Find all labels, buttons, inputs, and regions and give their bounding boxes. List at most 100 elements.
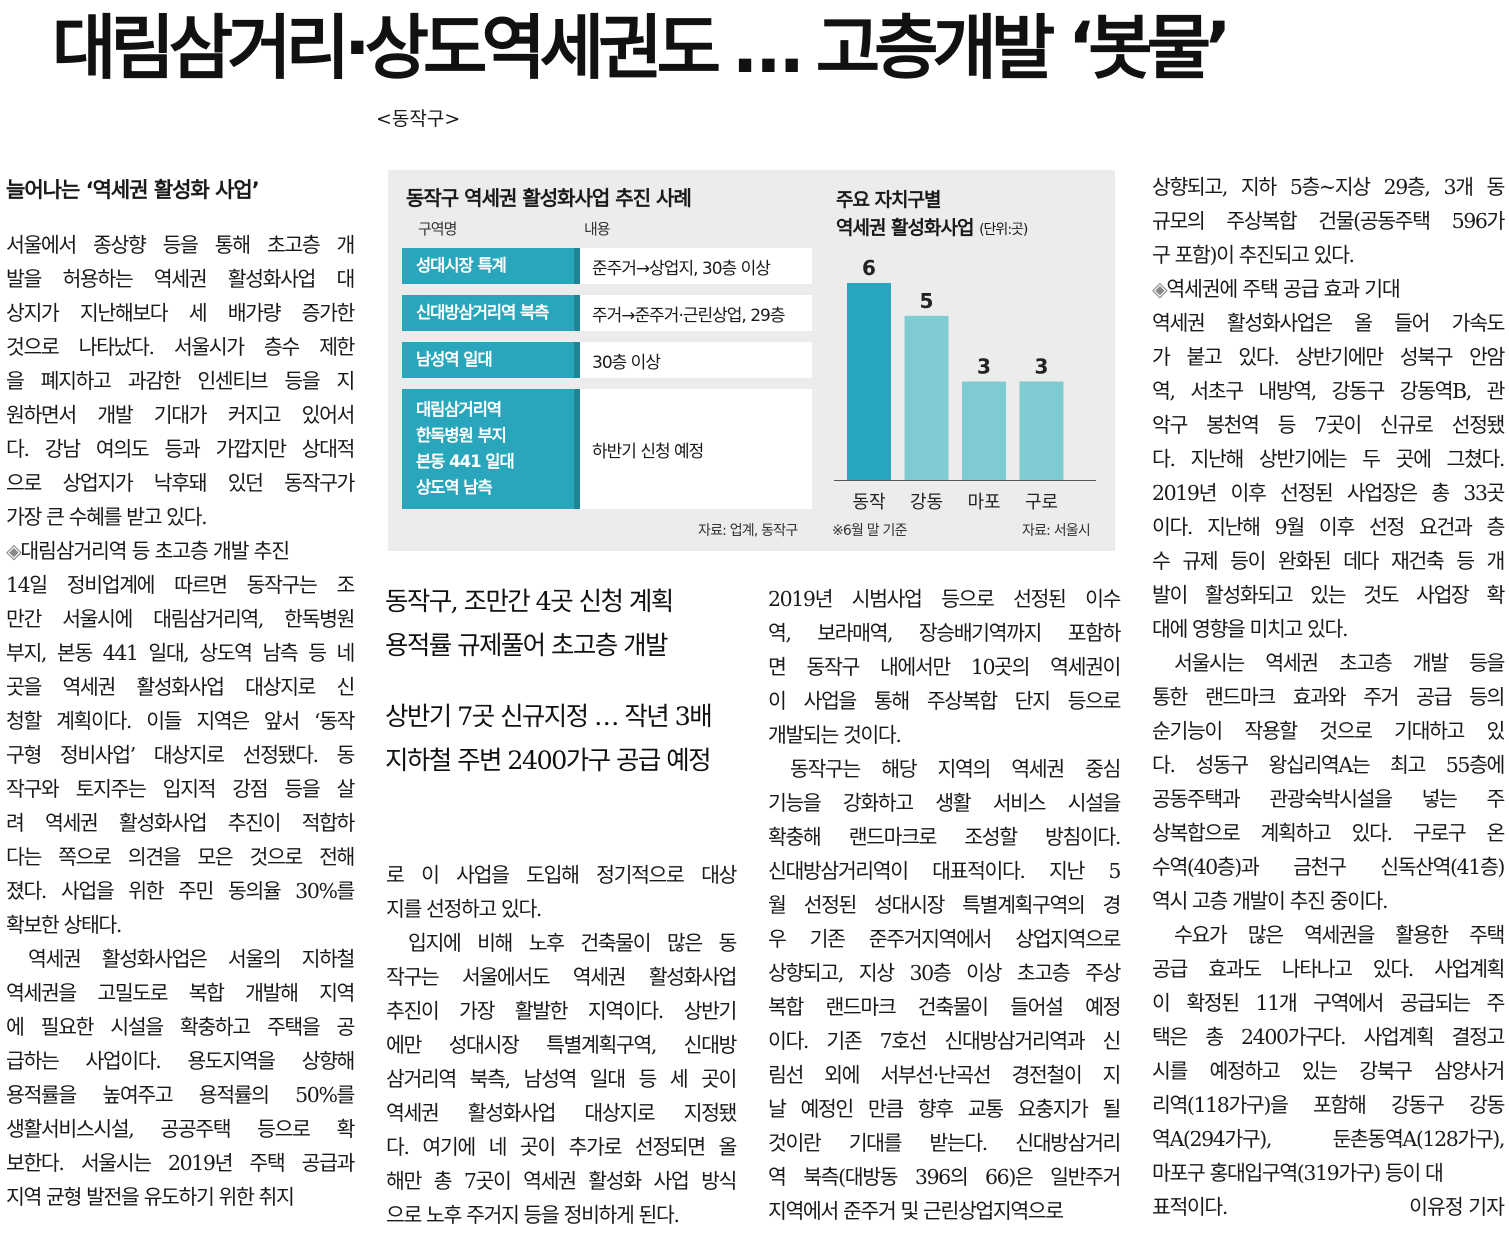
text-line: 삼거리역 북측, 남성역 일대 등 세 곳이 <box>386 1067 737 1091</box>
chart-value-label: 6 <box>862 256 876 280</box>
text-line: 지역에서 준주거 및 근린상업지역으로 <box>768 1199 1064 1223</box>
col3-paragraph-2: 동작구는 해당 지역의 역세권 중심 기능을 강화하고 생활 서비스 시설을 확충해… <box>768 752 1121 1228</box>
text-line: 상향되고, 지상 30층 이상 초고층 주상 <box>768 961 1121 985</box>
section-subhead: 늘어나는 ‘역세권 활성화 사업’ <box>6 178 260 202</box>
infobox-title: 동작구 역세권 활성화사업 추진 사례 <box>406 186 692 210</box>
infobox-row-name: 신대방삼거리역 북측 <box>402 295 580 331</box>
text-line: 개발되는 것이다. <box>768 723 902 747</box>
text-line: 역A(294가구), 둔촌동역A(128가구), <box>1152 1127 1505 1151</box>
text-line: 다. 강남 여의도 등과 가깝지만 상대적 <box>6 437 355 461</box>
text-line: 가 붙고 있다. 상반기에만 성북구 안암 <box>1152 345 1505 369</box>
text-line: 다. 여기에 네 곳이 추가로 선정되면 올 <box>386 1135 737 1159</box>
chart-category-label: 마포 <box>967 492 1000 513</box>
text-line: 구형 정비사업’ 대상지로 선정됐다. 동 <box>6 743 355 767</box>
text-line: 발이 활성화되고 있는 것도 사업장 확 <box>1152 583 1505 607</box>
infobox: 동작구 역세권 활성화사업 추진 사례 구역명 내용 성대시장 특계 준주거→상… <box>388 170 1115 551</box>
text-line: 만간 서울시에 대림삼거리역, 한독병원 <box>6 607 355 631</box>
text-line: 생활서비스시설, 공공주택 등으로 확 <box>6 1117 355 1141</box>
chart-value-label: 3 <box>977 355 991 379</box>
text-line: 면 동작구 내에서만 10곳의 역세권이 <box>768 655 1121 679</box>
infobox-row-name-line: 한독병원 부지 <box>416 426 507 445</box>
text-line: 통한 랜드마크 효과와 주거 공급 등의 <box>1152 685 1505 709</box>
chart-source: 자료: 서울시 <box>1022 523 1091 539</box>
text-line: 입지에 비해 노후 건축물이 많은 동 <box>408 931 737 955</box>
text-line: 작구는 서울에서도 역세권 활성화사업 <box>386 965 737 989</box>
text-line: 역시 고층 개발이 추진 중이다. <box>1152 889 1389 913</box>
text-line: 월 선정된 성대시장 특별계획구역의 경 <box>768 893 1121 917</box>
deck-block-2: 상반기 7곳 신규지정 … 작년 3배 지하철 주변 2400가구 공급 예정 <box>385 695 745 783</box>
infobox-row-name-line: 대림삼거리역 <box>416 400 502 419</box>
text-line: 으로 상업지가 낙후돼 있던 동작구가 <box>6 471 355 495</box>
infobox-row-name: 남성역 일대 <box>402 342 580 378</box>
text-line: 에만 성대시장 특별계획구역, 신대방 <box>386 1033 737 1057</box>
chart-bar-구로 <box>1019 381 1064 480</box>
text-line: 해만 총 7곳이 역세권 활성화 사업 방식 <box>386 1169 737 1193</box>
text-line: 용적률을 높여주고 용적률의 50%를 <box>6 1083 355 1107</box>
infobox-row: 남성역 일대 30층 이상 <box>402 342 812 378</box>
chart-category-label: 동작 <box>852 492 885 513</box>
chart-value-label: 3 <box>1035 355 1049 379</box>
chart-bar-강동 <box>904 315 949 480</box>
text-line: 서울에서 종상향 등을 통해 초고층 개 <box>6 233 355 257</box>
text-line: 에 필요한 시설을 확충하고 주택을 공 <box>6 1015 355 1039</box>
text-line: 보한다. 서울시는 2019년 주택 공급과 <box>6 1151 355 1175</box>
infobox-row-desc: 30층 이상 <box>580 342 812 378</box>
infobox-col-name: 구역명 <box>418 220 457 238</box>
text-line: 마포구 홍대입구역(319가구) 등이 대 <box>1152 1161 1444 1185</box>
text-line: 림선 외에 서부선·난곡선 경전철이 지 <box>768 1063 1121 1087</box>
text-line: 동작구는 해당 지역의 역세권 중심 <box>790 757 1121 781</box>
text-line: 다. 지난해 상반기에는 두 곳에 그쳤다. <box>1152 447 1505 471</box>
author-byline: 이유정 기자 <box>1409 1195 1505 1219</box>
infobox-row-name-line: 본동 441 일대 <box>416 452 515 471</box>
col4-paragraph-3: 서울시는 역세권 초고층 개발 등을 통한 랜드마크 효과와 주거 공급 등의 순기… <box>1152 646 1505 918</box>
bar-chart: 6 동작 5 강동 3 마포 3 구로 <box>834 256 1096 513</box>
deck-line: 지하철 주변 2400가구 공급 예정 <box>385 746 712 776</box>
text-line: 수요가 많은 역세권을 활용한 주택 <box>1174 923 1505 947</box>
deck-line: 동작구, 조만간 4곳 신청 계획 <box>385 587 674 617</box>
text-line: 가장 큰 수혜를 받고 있다. <box>6 505 208 529</box>
col3-paragraph-1: 2019년 시범사업 등으로 선정된 이수 역, 보라매역, 장승배기역까지 포함… <box>768 582 1121 752</box>
text-line: 확충해 랜드마크로 조성할 방침이다. <box>768 825 1121 849</box>
infobox-row-name: 성대시장 특계 <box>402 248 580 284</box>
deck-line: 용적률 규제풀어 초고층 개발 <box>385 631 668 661</box>
chart-unit: (단위:곳) <box>979 222 1028 238</box>
text-line: 확보한 상태다. <box>6 913 122 937</box>
infobox-row-desc: 하반기 신청 예정 <box>580 389 812 509</box>
diamond-bullet-icon: ◈ <box>6 539 22 563</box>
text-line: 이다. 지난해 9월 이후 선정 요건과 층 <box>1152 515 1505 539</box>
text-line: 이다. 기존 7호선 신대방삼거리역과 신 <box>768 1029 1121 1053</box>
text-line: 수 규제 등이 완화된 데다 재건축 등 개 <box>1152 549 1505 573</box>
text-line: 악구 봉천역 등 7곳이 신규로 선정됐 <box>1152 413 1505 437</box>
headline: 대림삼거리·상도역세권도 … 고층개발 ‘봇물’ <box>52 7 1232 89</box>
infobox-row-name-line: 신대방삼거리역 북측 <box>416 303 549 322</box>
text-line: 서울시는 역세권 초고층 개발 등을 <box>1174 651 1505 675</box>
text-line: 역세권 활성화사업 대상지로 지정됐 <box>386 1101 737 1125</box>
diamond-bullet-icon: ◈ <box>1152 277 1168 301</box>
infobox-source: 자료: 업계, 동작구 <box>698 523 798 539</box>
infobox-row-name: 대림삼거리역 한독병원 부지 본동 441 일대 상도역 남측 <box>402 389 580 509</box>
text-line: 원하면서 개발 기대가 커지고 있어서 <box>6 403 355 427</box>
chart-note: ※6월 말 기준 <box>832 523 907 539</box>
col1-paragraph-2: 14일 정비업계에 따르면 동작구는 조 만간 서울시에 대림삼거리역, 한독병원… <box>6 568 355 942</box>
text-line: 졌다. 사업을 위한 주민 동의율 30%를 <box>6 879 355 903</box>
chart-bar-동작 <box>847 283 891 480</box>
text-line: 지를 선정하고 있다. <box>386 897 542 921</box>
region-tag: <동작구> <box>376 108 461 130</box>
text-line: 이 사업을 통해 주상복합 단지 등으로 <box>768 689 1121 713</box>
text-line: 으로 노후 주거지 등을 정비하게 된다. <box>386 1203 680 1227</box>
text-line: 작구와 토지주는 입지적 강점 등을 살 <box>6 777 355 801</box>
infobox-col-desc: 내용 <box>584 220 611 238</box>
text-line: 역, 보라매역, 장승배기역까지 포함하 <box>768 621 1121 645</box>
text-line: 신대방삼거리역이 대표적이다. 지난 5 <box>768 859 1121 883</box>
chart-category-label: 강동 <box>910 492 943 513</box>
text-line: 것으로 나타났다. 서울시가 층수 제한 <box>6 335 355 359</box>
text-line: 대에 영향을 미치고 있다. <box>1152 617 1348 641</box>
text-line: 것이란 기대를 받는다. 신대방삼거리 <box>768 1131 1121 1155</box>
text-line: 역세권 활성화사업은 서울의 지하철 <box>28 947 355 971</box>
article-column-2: 로 이 사업을 도입해 정기적으로 대상 지를 선정하고 있다. 입지에 비해 노… <box>386 858 737 1232</box>
minihead: ◈대림삼거리역 등 초고층 개발 추진 <box>6 539 290 563</box>
text-line: 역, 서초구 내방역, 강동구 강동역B, 관 <box>1152 379 1505 403</box>
text-line: 역세권 활성화사업은 올 들어 가속도 <box>1152 311 1505 335</box>
